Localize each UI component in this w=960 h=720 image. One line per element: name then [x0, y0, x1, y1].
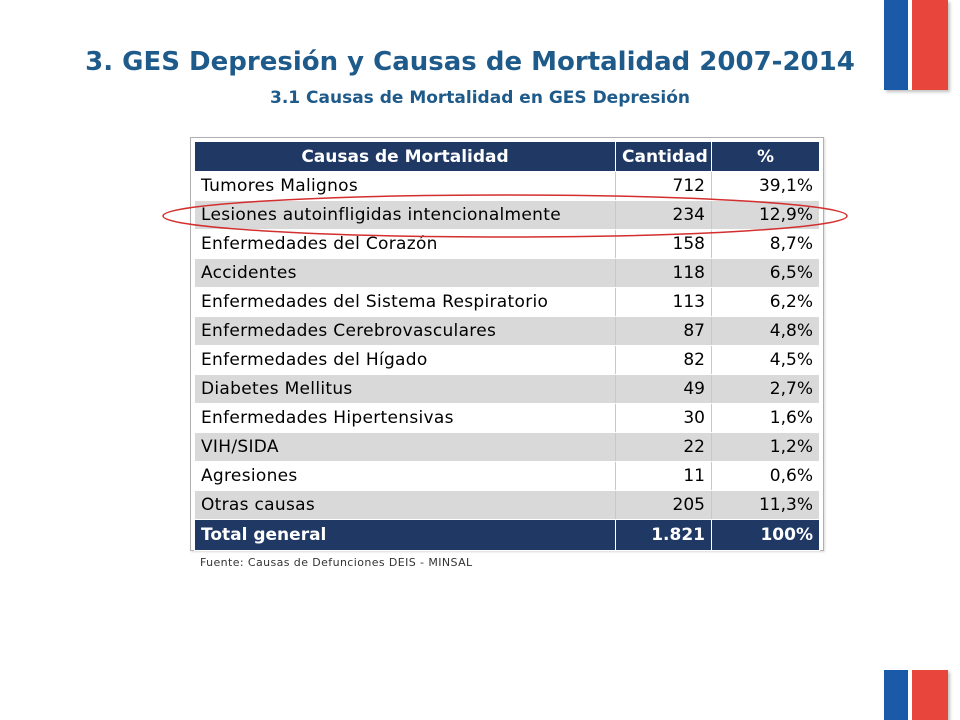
table-row: Enfermedades del Hígado 82 4,5% [194, 345, 820, 375]
table-row: Lesiones autoinfligidas intencionalmente… [194, 200, 820, 230]
flag-red-stripe [912, 670, 948, 720]
page-subtitle: 3.1 Causas de Mortalidad en GES Depresió… [270, 88, 691, 108]
total-quantity: 1.821 [615, 519, 712, 551]
cause-cell: Agresiones [194, 461, 616, 491]
percent-cell: 11,3% [711, 490, 820, 520]
quantity-cell: 22 [615, 432, 712, 462]
quantity-cell: 113 [615, 287, 712, 317]
source-note: Fuente: Causas de Defunciones DEIS - MIN… [200, 556, 473, 569]
table-header-row: Causas de Mortalidad Cantidad % [194, 141, 820, 172]
cause-cell: VIH/SIDA [194, 432, 616, 462]
cause-cell: Tumores Malignos [194, 171, 616, 201]
quantity-cell: 30 [615, 403, 712, 433]
cause-cell: Diabetes Mellitus [194, 374, 616, 404]
percent-cell: 39,1% [711, 171, 820, 201]
percent-cell: 4,8% [711, 316, 820, 346]
quantity-cell: 158 [615, 229, 712, 259]
table-row: Enfermedades del Sistema Respiratorio 113… [194, 287, 820, 317]
table-row: VIH/SIDA 22 1,2% [194, 432, 820, 462]
table-body: Tumores Malignos 712 39,1% Lesiones autoinf… [194, 171, 820, 520]
quantity-cell: 205 [615, 490, 712, 520]
percent-cell: 8,7% [711, 229, 820, 259]
percent-cell: 6,5% [711, 258, 820, 288]
mortality-table: Causas de Mortalidad Cantidad % Tumores … [194, 141, 820, 551]
cause-cell: Lesiones autoinfligidas intencionalmente [194, 200, 616, 230]
flag-red-stripe [912, 0, 948, 90]
header-cause: Causas de Mortalidad [194, 141, 616, 172]
percent-cell: 1,2% [711, 432, 820, 462]
table-row: Enfermedades del Corazón 158 8,7% [194, 229, 820, 259]
total-percent: 100% [711, 519, 820, 551]
percent-cell: 4,5% [711, 345, 820, 375]
table-row: Diabetes Mellitus 49 2,7% [194, 374, 820, 404]
quantity-cell: 49 [615, 374, 712, 404]
header-quantity: Cantidad [615, 141, 712, 172]
flag-blue-stripe [884, 670, 908, 720]
cause-cell: Enfermedades del Hígado [194, 345, 616, 375]
table-row: Otras causas 205 11,3% [194, 490, 820, 520]
table-row: Agresiones 11 0,6% [194, 461, 820, 491]
table-row: Enfermedades Cerebrovasculares 87 4,8% [194, 316, 820, 346]
percent-cell: 0,6% [711, 461, 820, 491]
cause-cell: Enfermedades Hipertensivas [194, 403, 616, 433]
flag-blue-stripe [884, 0, 908, 90]
cause-cell: Otras causas [194, 490, 616, 520]
total-label: Total general [194, 519, 616, 551]
cause-cell: Accidentes [194, 258, 616, 288]
mortality-table-frame: Causas de Mortalidad Cantidad % Tumores … [190, 137, 824, 551]
cause-cell: Enfermedades Cerebrovasculares [194, 316, 616, 346]
quantity-cell: 11 [615, 461, 712, 491]
percent-cell: 1,6% [711, 403, 820, 433]
quantity-cell: 234 [615, 200, 712, 230]
page-title: 3. GES Depresión y Causas de Mortalidad … [85, 47, 855, 77]
percent-cell: 6,2% [711, 287, 820, 317]
flag-logo-bottom [884, 670, 948, 720]
quantity-cell: 82 [615, 345, 712, 375]
table-row: Enfermedades Hipertensivas 30 1,6% [194, 403, 820, 433]
table-row: Accidentes 118 6,5% [194, 258, 820, 288]
header-percent: % [711, 141, 820, 172]
quantity-cell: 87 [615, 316, 712, 346]
flag-logo-top [884, 0, 948, 90]
flag-white-stripe [908, 0, 912, 90]
percent-cell: 12,9% [711, 200, 820, 230]
table-total-row: Total general 1.821 100% [194, 519, 820, 551]
cause-cell: Enfermedades del Sistema Respiratorio [194, 287, 616, 317]
cause-cell: Enfermedades del Corazón [194, 229, 616, 259]
percent-cell: 2,7% [711, 374, 820, 404]
table-row: Tumores Malignos 712 39,1% [194, 171, 820, 201]
quantity-cell: 118 [615, 258, 712, 288]
quantity-cell: 712 [615, 171, 712, 201]
flag-white-stripe [908, 670, 912, 720]
